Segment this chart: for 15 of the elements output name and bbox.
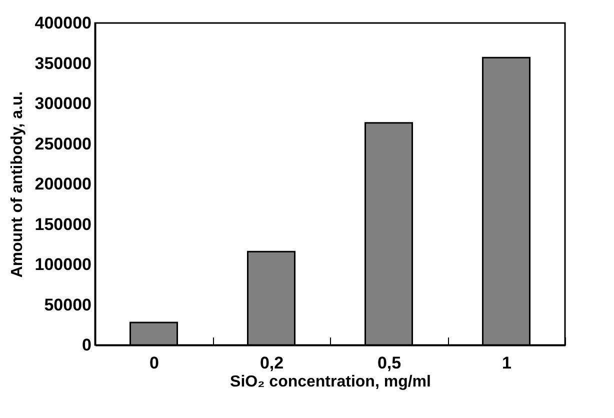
y-tick-label: 250000 [34,134,92,154]
y-tick-label: 400000 [34,14,92,32]
y-tick-label: 150000 [34,214,92,234]
y-tick-label: 50000 [44,295,92,314]
x-tick-label: 0,5 [377,354,402,372]
y-tick-label: 100000 [34,255,92,274]
x-axis-title: SiO₂ concentration, mg/ml [230,374,431,390]
y-tick-label: 0 [82,336,92,354]
y-tick-label: 350000 [34,54,92,73]
x-tick-label: 0 [150,354,159,372]
y-axis-title: Amount of antibody, a.u. [8,91,26,278]
x-tick-label: 1 [502,354,512,372]
y-tick-label: 300000 [34,94,92,113]
y-tick-label: 200000 [34,174,92,194]
x-tick-label: 0,2 [260,354,284,372]
